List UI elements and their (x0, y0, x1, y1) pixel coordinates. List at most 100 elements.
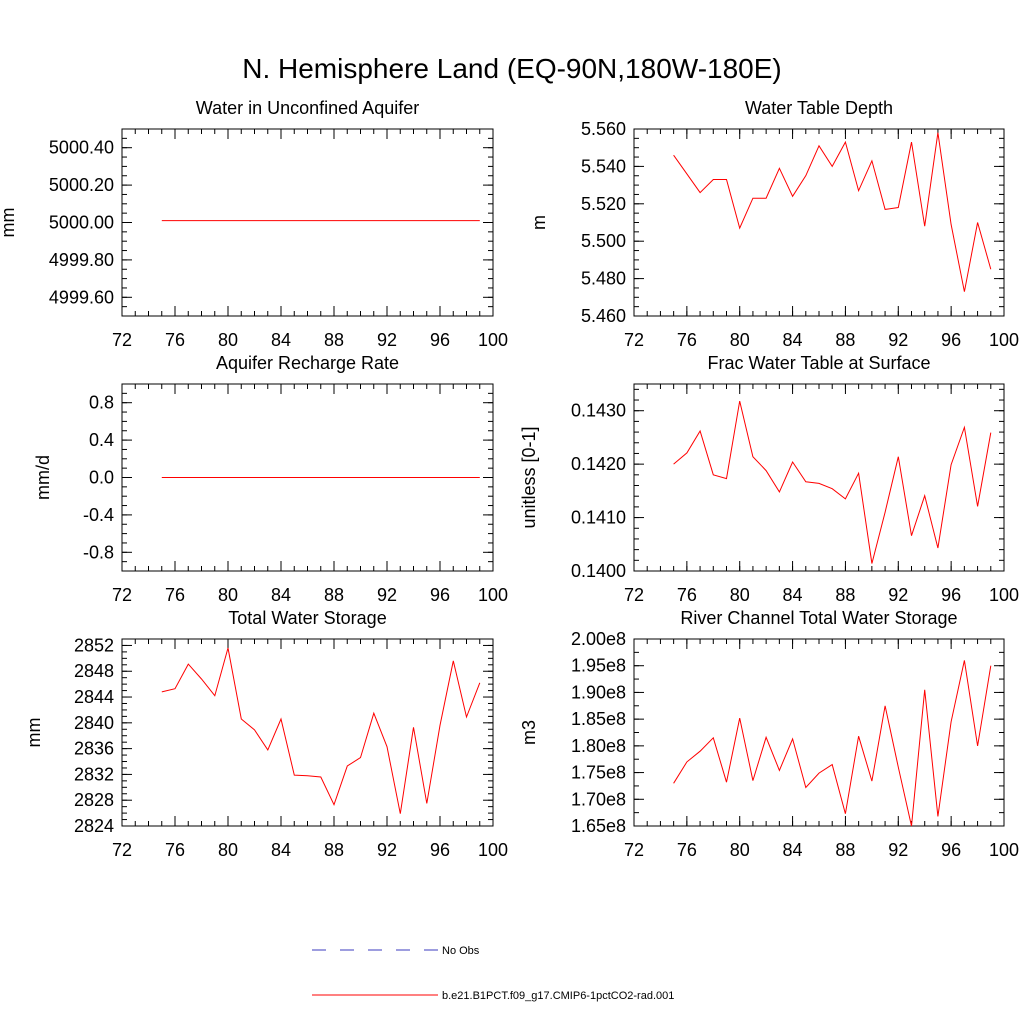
x-tick-label: 84 (783, 585, 803, 605)
x-tick-label: 92 (888, 840, 908, 860)
chart-panel: Water in Unconfined Aquifer 72 76 80 84 88 92 9… (0, 98, 508, 350)
y-tick-label: 5.460 (581, 306, 626, 326)
panel-title: Water in Unconfined Aquifer (196, 98, 419, 118)
x-tick-label: 96 (941, 585, 961, 605)
y-tick-label: 1.75e8 (571, 763, 626, 783)
y-tick-label: 1.85e8 (571, 709, 626, 729)
x-tick-label: 92 (888, 585, 908, 605)
chart-panels: Water in Unconfined Aquifer 72 76 80 84 88 92 9… (0, 98, 1019, 860)
x-tick-label: 76 (165, 585, 185, 605)
x-tick-label: 76 (677, 585, 697, 605)
y-axis-label: mm (24, 718, 44, 748)
x-tick-label: 100 (989, 330, 1019, 350)
x-tick-label: 84 (271, 330, 291, 350)
x-tick-label: 96 (941, 840, 961, 860)
y-tick-label: 1.70e8 (571, 789, 626, 809)
x-tick-label: 80 (218, 585, 238, 605)
y-tick-label: 2824 (74, 816, 114, 836)
panel-title: River Channel Total Water Storage (680, 608, 957, 628)
y-tick-label: 0.4 (89, 430, 114, 450)
x-tick-label: 72 (112, 585, 132, 605)
y-axis-label: mm/d (33, 455, 53, 500)
chart-panel: Frac Water Table at Surface 72 76 80 84 88 92 9… (519, 353, 1019, 605)
x-tick-label: 80 (730, 840, 750, 860)
y-tick-label: 5.540 (581, 156, 626, 176)
x-tick-label: 72 (624, 840, 644, 860)
x-tick-label: 72 (112, 840, 132, 860)
y-tick-label: 2832 (74, 764, 114, 784)
y-tick-label: 0.0 (89, 468, 114, 488)
y-tick-label: 0.1410 (571, 508, 626, 528)
legend-label: b.e21.B1PCT.f09_g17.CMIP6-1pctCO2-rad.00… (442, 990, 674, 1002)
x-tick-label: 88 (324, 840, 344, 860)
x-tick-label: 92 (377, 330, 397, 350)
y-tick-label: 5000.40 (49, 138, 114, 158)
x-tick-label: 72 (624, 585, 644, 605)
x-tick-label: 76 (165, 330, 185, 350)
plot-frame (633, 383, 1005, 572)
y-tick-label: 5.500 (581, 231, 626, 251)
x-tick-label: 100 (989, 585, 1019, 605)
x-tick-label: 80 (730, 585, 750, 605)
plot-frame (121, 638, 494, 827)
x-tick-label: 100 (478, 840, 508, 860)
panel-title: Total Water Storage (228, 608, 386, 628)
chart-panel: Total Water Storage 72 76 80 84 88 92 96 100 2824… (24, 608, 508, 860)
x-tick-label: 72 (112, 330, 132, 350)
x-tick-label: 80 (730, 330, 750, 350)
y-tick-label: 5.480 (581, 269, 626, 289)
x-tick-label: 88 (835, 840, 855, 860)
plot-frame (633, 128, 1005, 317)
model-series-line (673, 400, 992, 564)
y-tick-label: 5.520 (581, 194, 626, 214)
chart-panel: Aquifer Recharge Rate 72 76 80 84 88 92 96 100 -0… (33, 353, 508, 605)
y-tick-label: 2852 (74, 635, 114, 655)
y-tick-label: 2848 (74, 661, 114, 681)
x-tick-label: 100 (989, 840, 1019, 860)
x-tick-label: 88 (835, 330, 855, 350)
y-tick-label: 5000.00 (49, 213, 114, 233)
y-tick-label: 2.00e8 (571, 629, 626, 649)
x-tick-label: 96 (430, 840, 450, 860)
y-tick-label: 1.95e8 (571, 656, 626, 676)
chart-panel: River Channel Total Water Storage 72 76 80 8… (519, 608, 1019, 860)
y-axis-label: unitless [0-1] (519, 426, 539, 528)
x-tick-label: 84 (271, 840, 291, 860)
x-tick-label: 100 (478, 585, 508, 605)
model-series-line (673, 132, 992, 292)
x-tick-label: 80 (218, 330, 238, 350)
y-tick-label: 5000.20 (49, 175, 114, 195)
panel-title: Water Table Depth (745, 98, 893, 118)
x-tick-label: 84 (783, 840, 803, 860)
x-tick-label: 80 (218, 840, 238, 860)
model-series-line (161, 647, 481, 814)
panel-title: Aquifer Recharge Rate (216, 353, 399, 373)
y-tick-label: 2844 (74, 687, 114, 707)
x-tick-label: 92 (377, 585, 397, 605)
y-axis-label: m3 (519, 720, 539, 745)
y-axis-label: m (529, 215, 549, 230)
y-tick-label: 0.1400 (571, 561, 626, 581)
x-tick-label: 100 (478, 330, 508, 350)
plot-frame (121, 128, 494, 317)
x-tick-label: 96 (430, 585, 450, 605)
model-series-line (673, 660, 992, 827)
x-tick-label: 84 (271, 585, 291, 605)
panel-title: Frac Water Table at Surface (707, 353, 930, 373)
y-tick-label: 1.90e8 (571, 682, 626, 702)
x-tick-label: 92 (888, 330, 908, 350)
x-tick-label: 88 (835, 585, 855, 605)
x-tick-label: 72 (624, 330, 644, 350)
x-tick-label: 76 (677, 840, 697, 860)
y-tick-label: 1.65e8 (571, 816, 626, 836)
y-tick-label: 2840 (74, 713, 114, 733)
x-tick-label: 88 (324, 330, 344, 350)
figure-title: N. Hemisphere Land (EQ-90N,180W-180E) (242, 53, 782, 84)
y-tick-label: 4999.60 (49, 287, 114, 307)
plot-frame (633, 638, 1005, 827)
x-tick-label: 84 (783, 330, 803, 350)
x-tick-label: 96 (430, 330, 450, 350)
y-tick-label: 2828 (74, 790, 114, 810)
x-tick-label: 92 (377, 840, 397, 860)
